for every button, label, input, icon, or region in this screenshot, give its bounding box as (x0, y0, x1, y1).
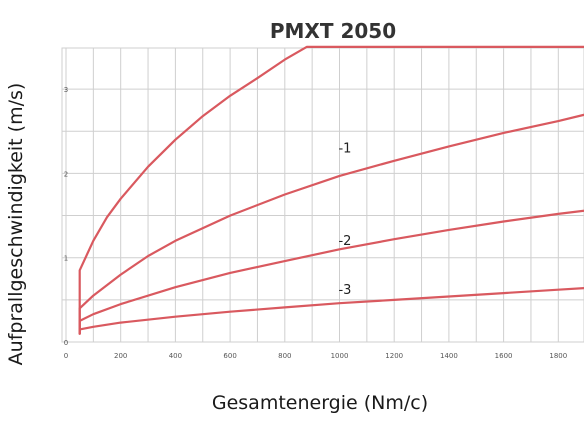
series-line-2 (78, 113, 584, 335)
curve-labels: -1 -2 -3 (338, 141, 351, 298)
x-axis-label: Gesamtenergie (Nm/c) (212, 392, 428, 414)
grid (62, 48, 584, 343)
y-axis-label: Aufprallgeschwindigkeit (m/s) (5, 83, 27, 366)
x-tick-label: 400 (169, 352, 182, 360)
x-tick-label: 1200 (385, 352, 403, 360)
x-tick-label: 1800 (549, 352, 567, 360)
x-tick-label: 600 (223, 352, 236, 360)
x-tick-label: 200 (114, 352, 127, 360)
x-tick-label: 800 (278, 352, 291, 360)
curve-label-3: -3 (338, 283, 351, 298)
y-tick-label: 3 (64, 86, 68, 94)
chart-title: PMXT 2050 (270, 19, 396, 43)
series-group (78, 45, 584, 335)
y-tick-label: 1 (64, 255, 68, 263)
y-tick-label: 2 (64, 170, 68, 178)
x-tick-label: 1400 (440, 352, 458, 360)
series-line-4 (78, 287, 584, 335)
y-tick-label: 0 (64, 339, 68, 347)
series-line-1 (78, 45, 584, 335)
x-tick-label: 1000 (331, 352, 349, 360)
curve-label-1: -1 (338, 141, 351, 156)
curve-label-2: -2 (338, 234, 351, 249)
x-tick-label: 0 (64, 352, 68, 360)
tick-labels: 0 200 400 600 800 1000 1200 1400 1600 1800 0 1 2 3 (64, 86, 567, 360)
x-tick-label: 1600 (495, 352, 513, 360)
series-line-3 (78, 209, 584, 335)
